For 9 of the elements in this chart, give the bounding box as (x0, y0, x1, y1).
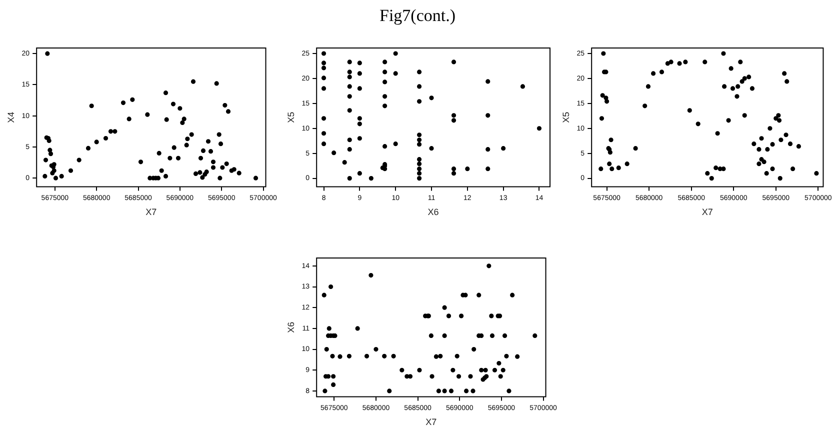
y-axis-title: X5 (560, 112, 571, 123)
y-axis-title: X6 (286, 322, 296, 333)
x-axis-title: X7 (426, 417, 437, 428)
x-axis-title: X6 (428, 207, 439, 218)
chart-title: Fig7(cont.) (378, 6, 457, 26)
y-axis-title: X4 (6, 112, 16, 123)
x-axis-title: X7 (146, 207, 157, 218)
y-axis-title: X5 (286, 112, 296, 123)
x-axis-title: X7 (702, 207, 713, 218)
